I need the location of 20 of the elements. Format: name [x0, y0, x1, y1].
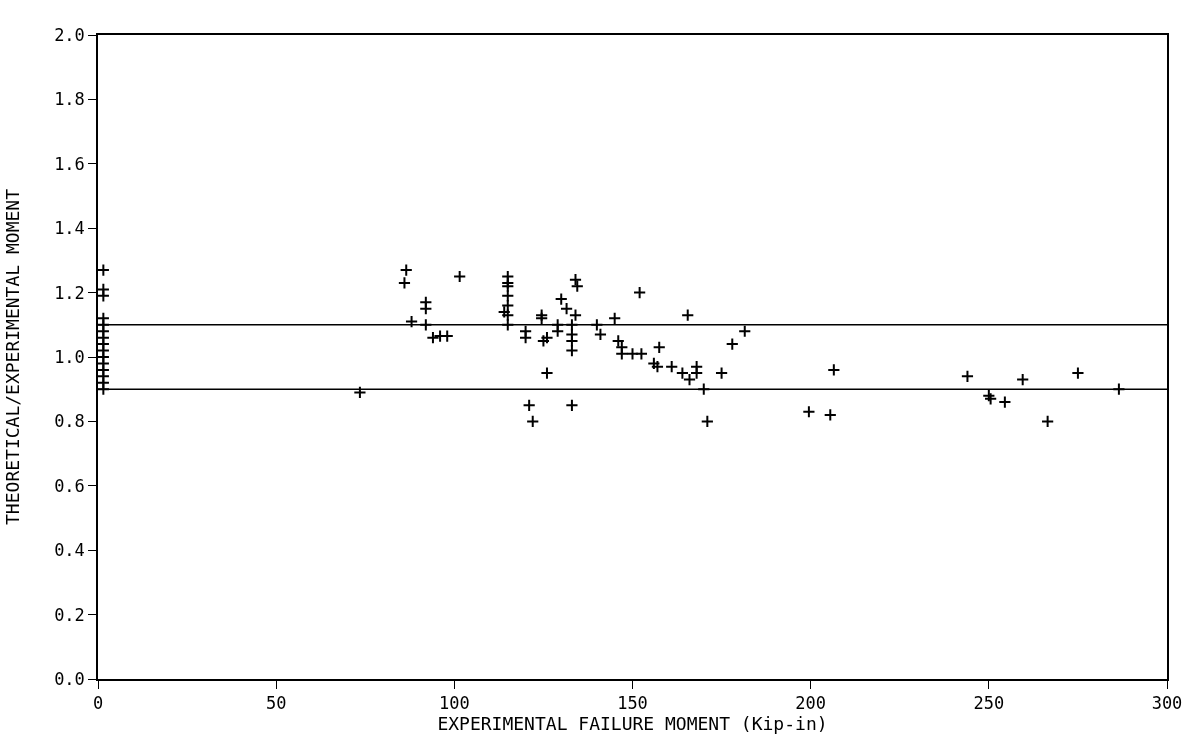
- x-tick-label: 250: [973, 693, 1005, 714]
- x-tick-label: 50: [265, 693, 287, 714]
- x-tick-label: 150: [617, 693, 648, 714]
- y-tick-label: 1.4: [54, 218, 85, 239]
- y-tick-label: 1.0: [54, 346, 85, 367]
- x-axis-title: EXPERIMENTAL FAILURE MOMENT (Kip-in): [437, 713, 828, 735]
- y-tick-label: 1.8: [54, 89, 85, 110]
- x-tick-label: 100: [438, 693, 470, 714]
- y-tick-label: 0.0: [54, 668, 85, 689]
- y-tick-label: 2.0: [54, 24, 85, 45]
- y-tick-label: 0.8: [54, 411, 85, 432]
- y-tick-label: 1.2: [54, 282, 85, 303]
- x-tick-label: 200: [795, 693, 827, 714]
- y-tick-label: 0.6: [54, 475, 85, 496]
- y-tick-label: 1.6: [54, 153, 85, 174]
- x-tick-label: 300: [1151, 693, 1183, 714]
- x-tick-label: 0: [92, 693, 104, 714]
- y-tick-label: 0.4: [54, 540, 85, 561]
- y-axis-title: THEORETICAL/EXPERIMENTAL MOMENT: [1, 188, 23, 525]
- y-tick-label: 0.2: [54, 604, 85, 625]
